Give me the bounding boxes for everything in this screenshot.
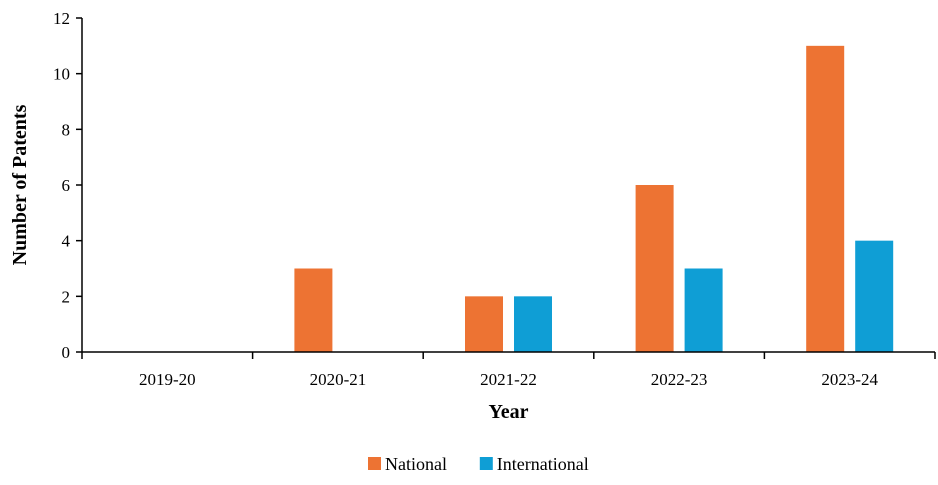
bar-national-2022-23 xyxy=(635,185,674,352)
x-tick-label: 2020-21 xyxy=(310,370,367,389)
x-axis-title: Year xyxy=(489,401,529,423)
x-axis-ticks: 2019-20 2020-21 2021-22 2022-23 2023-24 xyxy=(81,352,936,389)
x-tick-label: 2019-20 xyxy=(139,370,196,389)
bar-international-2021-22 xyxy=(514,296,552,352)
y-tick-label: 2 xyxy=(62,287,71,306)
bar-international-2022-23 xyxy=(684,268,723,352)
bars-group xyxy=(294,45,894,352)
x-tick-label: 2022-23 xyxy=(651,370,708,389)
y-tick-label: 0 xyxy=(62,343,71,362)
bar-international-2023-24 xyxy=(855,240,894,352)
y-tick-label: 4 xyxy=(62,232,71,251)
legend-swatch-international xyxy=(479,457,493,470)
y-tick-label: 10 xyxy=(53,65,70,84)
bar-national-2020-21 xyxy=(294,268,333,352)
y-tick-label: 8 xyxy=(62,120,71,139)
y-tick-label: 12 xyxy=(53,9,70,28)
bar-national-2021-22 xyxy=(465,296,503,352)
x-tick-label: 2021-22 xyxy=(480,370,537,389)
y-axis-title: Number of Patents xyxy=(9,104,31,265)
bar-national-2023-24 xyxy=(806,45,845,352)
y-tick-label: 6 xyxy=(62,176,71,195)
legend-swatch-national xyxy=(368,457,381,470)
legend: National International xyxy=(368,454,589,474)
legend-label-national: National xyxy=(385,454,447,474)
x-tick-label: 2023-24 xyxy=(821,370,878,389)
y-axis-ticks: 0 2 4 6 8 10 12 xyxy=(53,9,82,362)
legend-label-international: International xyxy=(497,454,589,474)
